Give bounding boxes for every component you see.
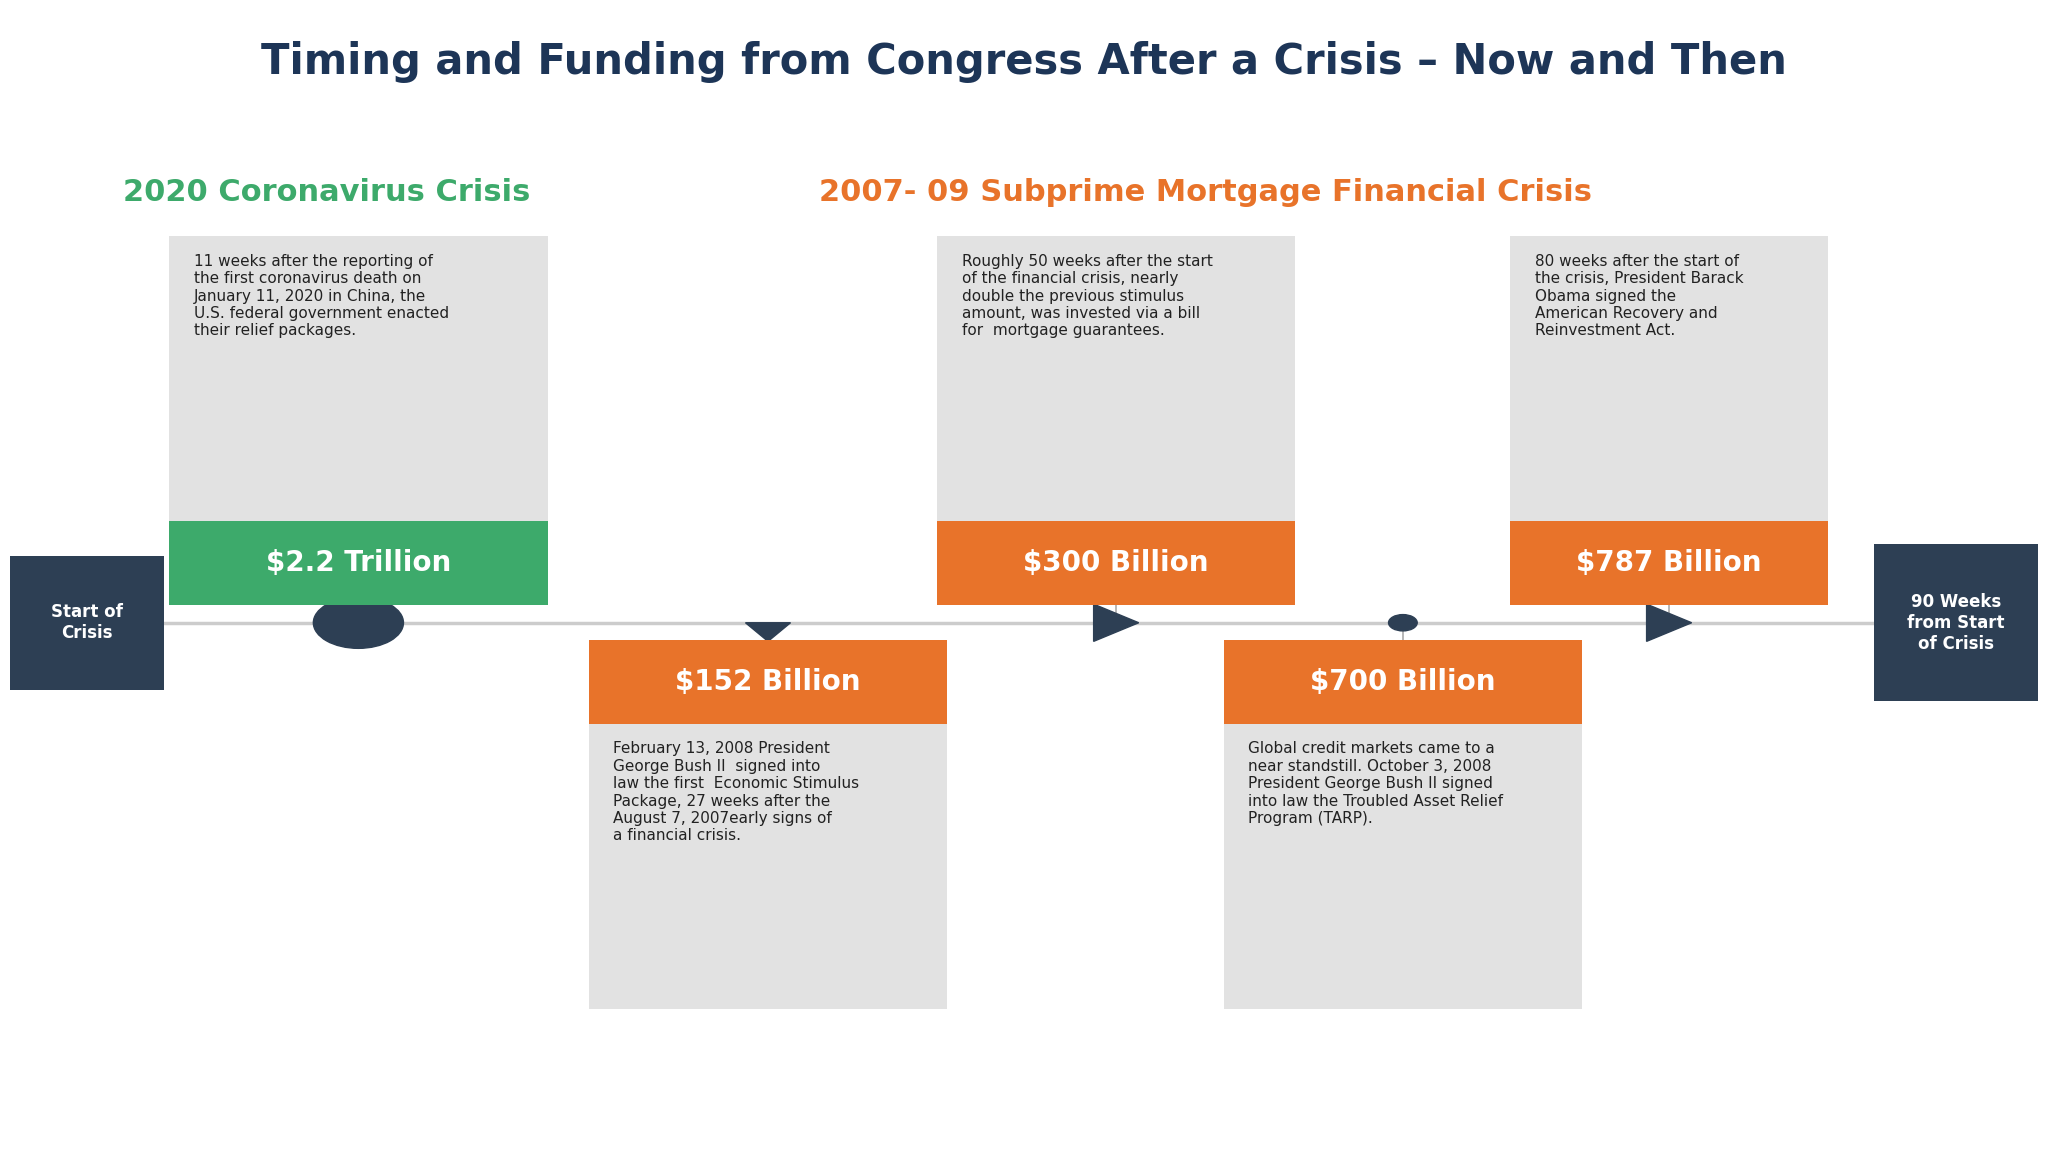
Text: Global credit markets came to a
near standstill. October 3, 2008
President Georg: Global credit markets came to a near sta… — [1249, 741, 1503, 826]
Text: Roughly 50 weeks after the start
of the financial crisis, nearly
double the prev: Roughly 50 weeks after the start of the … — [963, 254, 1212, 339]
Text: $2.2 Trillion: $2.2 Trillion — [266, 549, 451, 577]
FancyBboxPatch shape — [938, 236, 1296, 521]
Text: $300 Billion: $300 Billion — [1024, 549, 1208, 577]
Text: February 13, 2008 President
George Bush II  signed into
law the first  Economic : February 13, 2008 President George Bush … — [614, 741, 860, 844]
Text: 2020 Coronavirus Crisis: 2020 Coronavirus Crisis — [123, 178, 530, 206]
FancyBboxPatch shape — [168, 521, 547, 605]
FancyBboxPatch shape — [1874, 545, 2038, 701]
FancyBboxPatch shape — [1225, 640, 1581, 724]
Text: Timing and Funding from Congress After a Crisis – Now and Then: Timing and Funding from Congress After a… — [260, 41, 1788, 83]
FancyBboxPatch shape — [590, 724, 946, 1009]
Text: 2007- 09 Subprime Mortgage Financial Crisis: 2007- 09 Subprime Mortgage Financial Cri… — [819, 178, 1591, 206]
Text: 90 Weeks
from Start
of Crisis: 90 Weeks from Start of Crisis — [1907, 592, 2005, 653]
FancyBboxPatch shape — [938, 521, 1296, 605]
FancyBboxPatch shape — [1509, 521, 1827, 605]
Polygon shape — [745, 623, 791, 641]
Text: $700 Billion: $700 Billion — [1311, 668, 1495, 696]
Text: $787 Billion: $787 Billion — [1577, 549, 1761, 577]
FancyBboxPatch shape — [168, 236, 547, 521]
Circle shape — [313, 597, 403, 648]
Circle shape — [1389, 615, 1417, 631]
Polygon shape — [1094, 604, 1139, 641]
Text: 80 weeks after the start of
the crisis, President Barack
Obama signed the
Americ: 80 weeks after the start of the crisis, … — [1536, 254, 1743, 339]
Polygon shape — [1647, 604, 1692, 641]
Text: $152 Billion: $152 Billion — [676, 668, 860, 696]
Text: 11 weeks after the reporting of
the first coronavirus death on
January 11, 2020 : 11 weeks after the reporting of the firs… — [193, 254, 449, 339]
Text: Start of
Crisis: Start of Crisis — [51, 603, 123, 643]
FancyBboxPatch shape — [590, 640, 946, 724]
FancyBboxPatch shape — [10, 555, 164, 689]
FancyBboxPatch shape — [1225, 724, 1581, 1009]
FancyBboxPatch shape — [1509, 236, 1827, 521]
